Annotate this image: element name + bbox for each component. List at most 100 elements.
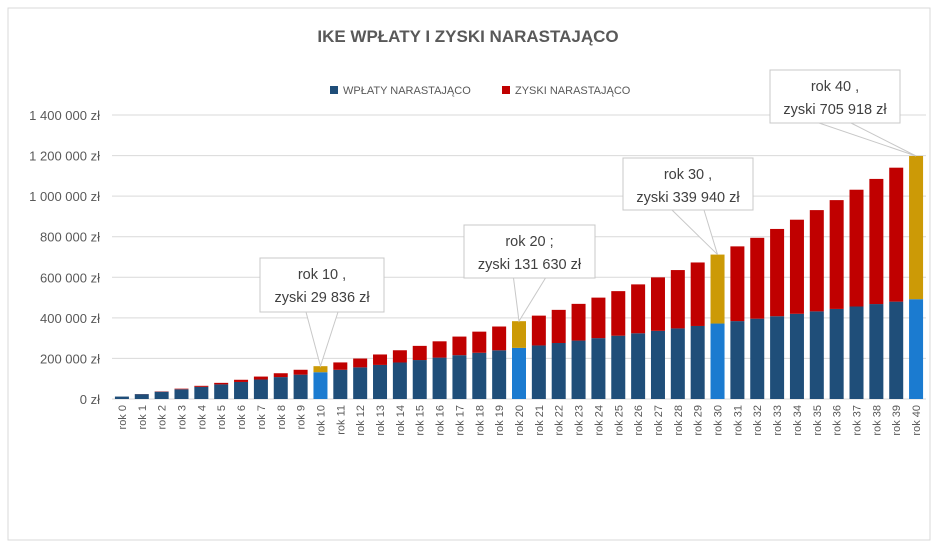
bar-wplaty (234, 382, 248, 399)
x-tick-label: rok 24 (593, 405, 605, 436)
bar-wplaty (313, 372, 327, 399)
bar-zyski (214, 383, 228, 385)
callout-line2: zyski 705 918 zł (783, 102, 887, 118)
bar-wplaty (532, 345, 546, 399)
bar-zyski (413, 346, 427, 360)
bar-wplaty (730, 321, 744, 399)
x-tick-label: rok 34 (792, 405, 804, 436)
bar-zyski (711, 255, 725, 324)
x-tick-label: rok 22 (554, 405, 566, 436)
bar-zyski (631, 284, 645, 333)
legend-label-wplaty: WPŁATY NARASTAJĄCO (343, 85, 471, 97)
bar-zyski (750, 238, 764, 319)
bar-zyski (691, 262, 705, 325)
x-tick-label: rok 14 (395, 405, 407, 436)
bar-zyski (254, 377, 268, 380)
bar-zyski (770, 229, 784, 316)
bar-wplaty (433, 358, 447, 399)
bar-zyski (830, 200, 844, 309)
callout-line1: rok 10 , (298, 267, 346, 283)
x-tick-label: rok 3 (176, 405, 188, 429)
bar-zyski (333, 362, 347, 369)
x-tick-label: rok 5 (216, 405, 228, 429)
bar-zyski (869, 179, 883, 304)
bar-wplaty (472, 353, 486, 399)
x-tick-label: rok 0 (117, 405, 129, 429)
bar-zyski (790, 220, 804, 314)
x-tick-label: rok 8 (276, 405, 288, 429)
bar-zyski (452, 337, 466, 356)
bar-wplaty (830, 309, 844, 399)
bar-wplaty (909, 299, 923, 399)
x-tick-label: rok 4 (196, 405, 208, 429)
bar-zyski (472, 332, 486, 353)
bar-zyski (234, 380, 248, 382)
bar-wplaty (353, 367, 367, 399)
x-tick-label: rok 26 (633, 405, 645, 436)
callout-line1: rok 30 , (664, 167, 712, 183)
y-tick-label: 1 000 000 zł (29, 189, 100, 204)
bar-wplaty (770, 316, 784, 399)
bar-zyski (810, 210, 824, 311)
x-tick-label: rok 18 (474, 405, 486, 436)
bar-zyski (532, 316, 546, 346)
bar-zyski (294, 370, 308, 375)
x-tick-label: rok 20 (514, 405, 526, 436)
x-tick-label: rok 38 (871, 405, 883, 436)
x-tick-label: rok 23 (574, 405, 586, 436)
x-tick-label: rok 19 (494, 405, 506, 436)
x-tick-label: rok 7 (256, 405, 268, 429)
bar-wplaty (452, 355, 466, 399)
bar-zyski (611, 291, 625, 336)
bar-zyski (889, 168, 903, 302)
bar-zyski (572, 304, 586, 341)
bar-wplaty (631, 333, 645, 399)
bar-zyski (512, 321, 526, 348)
y-tick-label: 0 zł (80, 392, 100, 407)
x-tick-label: rok 28 (673, 405, 685, 436)
bar-zyski (591, 298, 605, 339)
legend-label-zyski: ZYSKI NARASTAJĄCO (515, 85, 631, 97)
x-tick-label: rok 31 (732, 405, 744, 436)
callout-line2: zyski 339 940 zł (636, 190, 740, 206)
x-tick-label: rok 10 (315, 405, 327, 436)
legend-swatch-wplaty (330, 86, 338, 94)
callout-line1: rok 40 , (811, 79, 859, 95)
bar-wplaty (671, 328, 685, 399)
bar-zyski (552, 310, 566, 343)
bar-wplaty (711, 324, 725, 399)
bar-wplaty (333, 370, 347, 399)
bar-wplaty (850, 306, 864, 399)
y-tick-label: 400 000 zł (40, 311, 100, 326)
x-tick-label: rok 15 (415, 405, 427, 436)
x-tick-label: rok 6 (236, 405, 248, 429)
x-tick-label: rok 16 (435, 405, 447, 436)
bar-zyski (651, 277, 665, 330)
bar-wplaty (254, 380, 268, 399)
bar-wplaty (572, 341, 586, 399)
x-tick-label: rok 36 (832, 405, 844, 436)
x-tick-label: rok 30 (713, 405, 725, 436)
bar-wplaty (294, 375, 308, 399)
x-tick-label: rok 37 (852, 405, 864, 436)
x-tick-label: rok 11 (335, 405, 347, 435)
callout-line2: zyski 131 630 zł (478, 257, 582, 273)
bar-zyski (393, 350, 407, 362)
x-tick-label: rok 12 (355, 405, 367, 436)
bar-wplaty (135, 394, 149, 399)
bar-wplaty (552, 343, 566, 399)
bar-wplaty (691, 326, 705, 399)
callout-line1: rok 20 ; (505, 234, 553, 250)
bar-wplaty (512, 348, 526, 399)
x-tick-label: rok 29 (693, 405, 705, 436)
bar-wplaty (869, 304, 883, 399)
x-tick-label: rok 2 (157, 405, 169, 429)
bar-wplaty (413, 360, 427, 399)
x-tick-label: rok 27 (653, 405, 665, 436)
bar-wplaty (373, 365, 387, 399)
bar-wplaty (214, 384, 228, 399)
bar-zyski (353, 359, 367, 368)
bar-wplaty (194, 387, 208, 399)
bar-wplaty (810, 311, 824, 399)
